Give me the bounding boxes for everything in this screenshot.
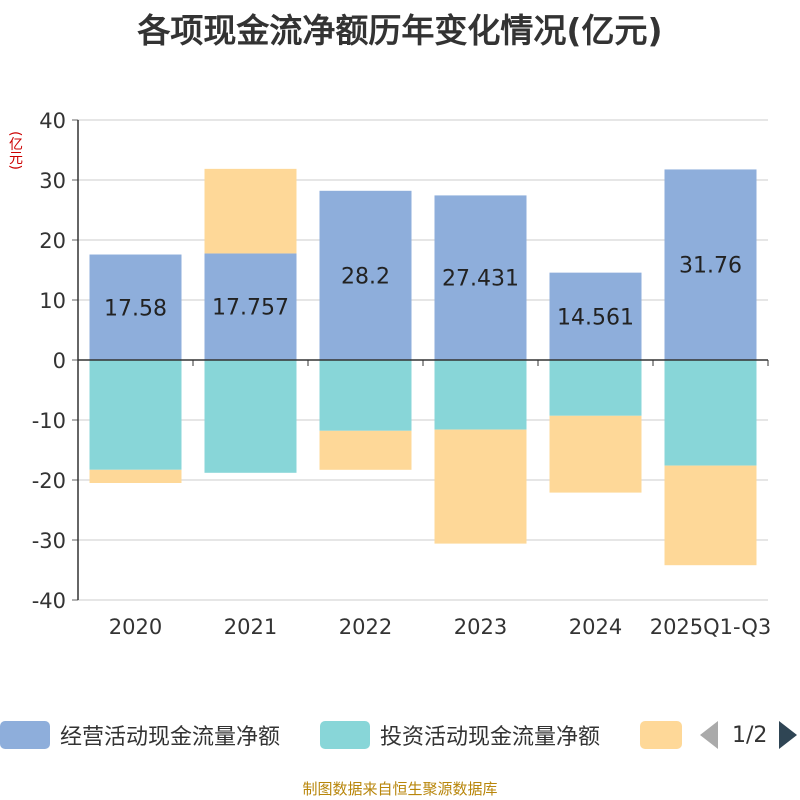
bar-series1-2022 xyxy=(319,360,412,431)
legend-next-icon[interactable] xyxy=(779,721,798,749)
legend-item-investing[interactable]: 投资活动现金流量净额 xyxy=(320,719,600,751)
x-tick-label: 2025Q1-Q3 xyxy=(650,615,772,639)
legend-swatch-investing xyxy=(320,721,370,749)
data-label: 27.431 xyxy=(442,267,519,292)
y-tick-label: 0 xyxy=(53,349,66,373)
x-tick-label: 2020 xyxy=(109,615,162,639)
y-tick-label: -10 xyxy=(32,409,66,433)
x-tick-label: 2022 xyxy=(339,615,392,639)
bar-series2-2025Q1-Q3 xyxy=(664,465,757,566)
legend-item-financing[interactable] xyxy=(640,719,692,751)
bar-series2-2023 xyxy=(434,429,527,544)
legend-swatch-financing xyxy=(640,721,682,749)
y-tick-label: -20 xyxy=(32,469,66,493)
data-label: 14.561 xyxy=(557,305,634,330)
y-tick-label: 30 xyxy=(39,169,66,193)
chart-title: 各项现金流净额历年变化情况(亿元) xyxy=(137,11,663,50)
y-tick-label: -40 xyxy=(32,589,66,613)
y-tick-label: -30 xyxy=(32,529,66,553)
legend-pager: 1/2 xyxy=(700,719,798,751)
bar-series2-2021 xyxy=(204,168,297,254)
bar-series2-2020 xyxy=(89,469,182,483)
bar-series0-2020 xyxy=(89,254,182,360)
data-label: 17.757 xyxy=(212,296,289,321)
bar-series0-2021 xyxy=(204,253,297,360)
y-axis-unit: (亿元) xyxy=(7,130,23,170)
bar-series0-2024 xyxy=(549,272,642,360)
data-source-footer: 制图数据来自恒生聚源数据库 xyxy=(302,780,498,798)
bar-series1-2023 xyxy=(434,360,527,430)
legend-prev-icon[interactable] xyxy=(700,721,718,749)
legend-page-indicator: 1/2 xyxy=(732,722,768,748)
data-label: 17.58 xyxy=(104,296,167,321)
legend-item-operating[interactable]: 经营活动现金流量净额 xyxy=(0,719,280,751)
bar-series1-2021 xyxy=(204,360,297,473)
bar-series2-2024 xyxy=(549,415,642,493)
legend-swatch-operating xyxy=(0,721,50,749)
chart-canvas: 40 30 20 10 0 -10 -20 -30 -40 2020 2021 2022 2023 202… xyxy=(32,109,772,639)
bar-series0-2023 xyxy=(434,195,527,360)
x-tick-label: 2023 xyxy=(454,615,507,639)
legend-label-investing: 投资活动现金流量净额 xyxy=(380,725,601,750)
bar-series2-2022 xyxy=(319,430,412,470)
bar-series0-2025Q1-Q3 xyxy=(664,169,757,360)
bar-series0-2022 xyxy=(319,190,412,360)
bar-series1-2025Q1-Q3 xyxy=(664,360,757,466)
y-tick-label: 40 xyxy=(39,109,66,133)
legend-label-operating: 经营活动现金流量净额 xyxy=(60,725,281,750)
data-label: 31.76 xyxy=(679,254,742,279)
x-tick-label: 2021 xyxy=(224,615,277,639)
x-tick-label: 2024 xyxy=(569,615,622,639)
data-label: 28.2 xyxy=(341,264,390,289)
legend: 经营活动现金流量净额 投资活动现金流量净额 1/2 xyxy=(0,716,800,756)
y-tick-label: 20 xyxy=(39,229,66,253)
y-tick-label: 10 xyxy=(39,289,66,313)
bar-series1-2020 xyxy=(89,360,182,470)
bar-series1-2024 xyxy=(549,360,642,416)
